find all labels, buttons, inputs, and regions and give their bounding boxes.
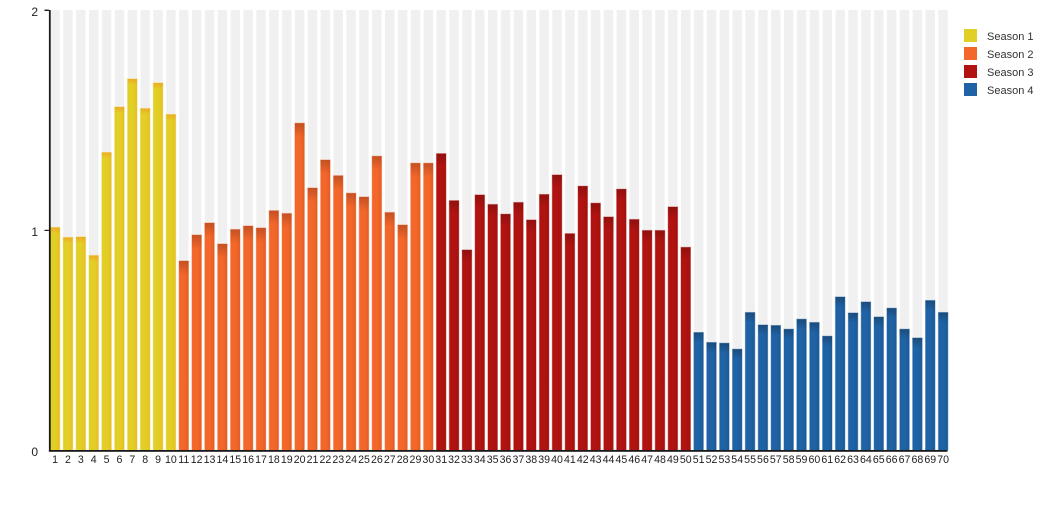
svg-text:2: 2 <box>65 454 71 466</box>
svg-text:38: 38 <box>525 454 537 466</box>
svg-text:23: 23 <box>332 454 344 466</box>
svg-text:45: 45 <box>615 454 627 466</box>
svg-text:25: 25 <box>358 454 370 466</box>
svg-text:53: 53 <box>718 454 730 466</box>
svg-text:41: 41 <box>564 454 576 466</box>
svg-text:50: 50 <box>680 454 692 466</box>
svg-text:55: 55 <box>744 454 756 466</box>
svg-text:26: 26 <box>371 454 383 466</box>
svg-text:48: 48 <box>654 454 666 466</box>
svg-text:27: 27 <box>384 454 396 466</box>
svg-text:Season 1: Season 1 <box>987 31 1033 43</box>
svg-text:6: 6 <box>116 454 122 466</box>
svg-text:2: 2 <box>31 5 38 19</box>
svg-text:16: 16 <box>242 454 254 466</box>
svg-text:0: 0 <box>31 445 38 459</box>
svg-text:32: 32 <box>448 454 460 466</box>
svg-text:3: 3 <box>78 454 84 466</box>
svg-text:44: 44 <box>603 454 615 466</box>
svg-text:39: 39 <box>538 454 550 466</box>
svg-text:37: 37 <box>513 454 525 466</box>
svg-text:56: 56 <box>757 454 769 466</box>
svg-text:58: 58 <box>783 454 795 466</box>
svg-text:1: 1 <box>31 225 38 239</box>
svg-text:68: 68 <box>911 454 923 466</box>
svg-text:59: 59 <box>796 454 808 466</box>
svg-text:20: 20 <box>294 454 306 466</box>
svg-text:60: 60 <box>809 454 821 466</box>
svg-text:31: 31 <box>435 454 447 466</box>
svg-text:1: 1 <box>52 454 58 466</box>
svg-text:4: 4 <box>91 454 97 466</box>
svg-text:Season 3: Season 3 <box>987 67 1033 79</box>
svg-text:11: 11 <box>178 454 189 466</box>
svg-text:46: 46 <box>628 454 640 466</box>
svg-text:Season 2: Season 2 <box>987 49 1033 61</box>
svg-text:70: 70 <box>937 454 949 466</box>
svg-text:36: 36 <box>500 454 512 466</box>
svg-text:Season 4: Season 4 <box>987 85 1033 97</box>
svg-text:18: 18 <box>268 454 280 466</box>
svg-text:5: 5 <box>104 454 110 466</box>
svg-text:35: 35 <box>487 454 499 466</box>
svg-text:63: 63 <box>847 454 859 466</box>
svg-text:21: 21 <box>307 454 319 466</box>
svg-text:12: 12 <box>191 454 203 466</box>
svg-text:8: 8 <box>142 454 148 466</box>
svg-text:51: 51 <box>693 454 705 466</box>
svg-text:15: 15 <box>229 454 241 466</box>
svg-text:49: 49 <box>667 454 679 466</box>
svg-text:47: 47 <box>641 454 653 466</box>
svg-text:9: 9 <box>155 454 161 466</box>
svg-text:28: 28 <box>397 454 409 466</box>
svg-text:61: 61 <box>821 454 833 466</box>
svg-text:10: 10 <box>165 454 177 466</box>
svg-text:42: 42 <box>577 454 589 466</box>
svg-text:13: 13 <box>204 454 216 466</box>
svg-text:62: 62 <box>834 454 846 466</box>
svg-text:33: 33 <box>461 454 473 466</box>
svg-text:64: 64 <box>860 454 872 466</box>
svg-text:52: 52 <box>706 454 718 466</box>
svg-text:40: 40 <box>551 454 563 466</box>
svg-text:69: 69 <box>924 454 936 466</box>
svg-text:34: 34 <box>474 454 486 466</box>
svg-text:57: 57 <box>770 454 782 466</box>
svg-text:14: 14 <box>217 454 229 466</box>
svg-text:65: 65 <box>873 454 885 466</box>
svg-text:17: 17 <box>255 454 267 466</box>
svg-text:22: 22 <box>319 454 331 466</box>
svg-text:29: 29 <box>410 454 422 466</box>
svg-text:67: 67 <box>899 454 911 466</box>
svg-text:43: 43 <box>590 454 602 466</box>
svg-text:30: 30 <box>422 454 434 466</box>
svg-text:54: 54 <box>731 454 743 466</box>
svg-text:19: 19 <box>281 454 293 466</box>
svg-text:7: 7 <box>129 454 135 466</box>
svg-text:24: 24 <box>345 454 357 466</box>
svg-text:66: 66 <box>886 454 898 466</box>
